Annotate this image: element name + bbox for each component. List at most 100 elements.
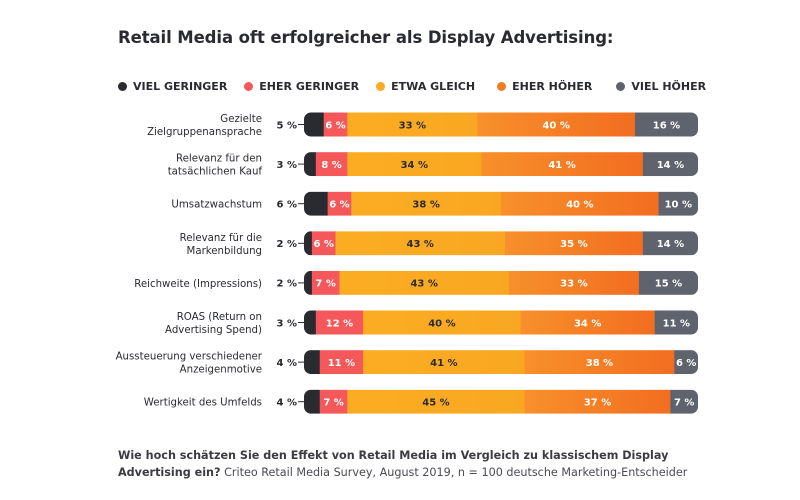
category-label: Umsatzwachstum bbox=[171, 200, 262, 211]
data-label: 33 % bbox=[399, 120, 426, 131]
category-label-line: Gezielte bbox=[220, 114, 262, 125]
category-label-line: Anzeigenmotive bbox=[180, 365, 262, 376]
legend: VIEL GERINGER EHER GERINGER ETWA GLEICH … bbox=[118, 78, 723, 94]
data-label: 38 % bbox=[412, 200, 439, 211]
bar-segment-eher-geringer bbox=[323, 112, 348, 137]
bar-segment-eher-geringer bbox=[319, 350, 364, 375]
bar-segment-viel-hoeher bbox=[634, 112, 698, 137]
data-label: 4 % bbox=[277, 358, 297, 369]
bar-segment-eher-geringer bbox=[311, 270, 340, 295]
bar-segment-viel-geringer bbox=[304, 310, 317, 335]
category-label-line: Reichweite (Impressions) bbox=[134, 279, 262, 290]
bar-segment-eher-hoeher bbox=[524, 389, 671, 414]
data-label: 10 % bbox=[665, 200, 692, 211]
bar-segment-viel-hoeher bbox=[674, 350, 698, 375]
legend-label: EHER GERINGER bbox=[259, 79, 360, 93]
data-label: 6 % bbox=[329, 200, 349, 211]
bar-row-umsatzwachstum: Umsatzwachstum 6 % 6 % 38 % 40 % 10 % bbox=[171, 191, 698, 216]
bar-segment-viel-geringer bbox=[304, 112, 325, 137]
bar-segment-viel-hoeher bbox=[638, 270, 698, 295]
chart-footer: Wie hoch schätzen Sie den Effekt von Ret… bbox=[118, 447, 718, 481]
data-label: 35 % bbox=[560, 239, 587, 250]
bar-segment-etwa-gleich bbox=[335, 231, 506, 256]
category-label-line: Zielgruppenansprache bbox=[147, 127, 262, 138]
data-label: 38 % bbox=[586, 358, 613, 369]
category-label-line: Aussteuerung verschiedener bbox=[116, 352, 263, 363]
bar-segment-eher-hoeher bbox=[524, 350, 675, 375]
category-label-line: ROAS (Return on bbox=[177, 312, 262, 323]
bar-segment-viel-geringer bbox=[304, 231, 313, 256]
bar-row-roas-return-on-advertising-spend: ROAS (Return on Advertising Spend) 3 % 12 %… bbox=[165, 310, 698, 336]
data-label: 8 % bbox=[321, 160, 341, 171]
bar-segment-eher-hoeher bbox=[520, 310, 656, 335]
bar-segments bbox=[304, 152, 698, 177]
data-label: 43 % bbox=[410, 279, 437, 290]
category-label: Reichweite (Impressions) bbox=[134, 279, 262, 290]
category-label-line: Relevanz für die bbox=[180, 233, 262, 244]
data-label: 14 % bbox=[657, 239, 684, 250]
bar-segments bbox=[304, 231, 698, 256]
bar-row-aussteuerung-verschiedener-anzeigenmotive: Aussteuerung verschiedener Anzeigenmotive… bbox=[116, 350, 698, 376]
bars-group: Gezielte Zielgruppenansprache 5 % 6 % 33 % 40… bbox=[116, 112, 698, 414]
data-label: 43 % bbox=[407, 239, 434, 250]
category-label: Relevanz für die Markenbildung bbox=[180, 233, 262, 257]
bar-segment-viel-hoeher bbox=[642, 231, 698, 256]
data-label: 34 % bbox=[401, 160, 428, 171]
bar-row-wertigkeit-des-umfelds: Wertigkeit des Umfelds 4 % 7 % 45 % 37 % 7 % bbox=[144, 389, 698, 414]
legend-item-eher-geringer: EHER GERINGER bbox=[244, 80, 359, 93]
category-label-line: Relevanz für den bbox=[176, 154, 262, 165]
bar-segment-etwa-gleich bbox=[347, 152, 482, 177]
bar-segment-viel-geringer bbox=[304, 389, 321, 414]
data-label: 6 % bbox=[313, 239, 333, 250]
data-label: 4 % bbox=[277, 398, 297, 409]
bar-segments bbox=[304, 310, 698, 335]
category-label-line: Wertigkeit des Umfelds bbox=[144, 398, 262, 409]
bar-segment-etwa-gleich bbox=[363, 310, 522, 335]
data-label: 41 % bbox=[548, 160, 575, 171]
category-label: Aussteuerung verschiedener Anzeigenmotive bbox=[116, 352, 263, 376]
bar-row-relevanz-fuer-den-tatsaechlichen-kauf: Relevanz für den tatsächlichen Kauf 3 % 8 %… bbox=[168, 152, 698, 178]
bar-segment-eher-hoeher bbox=[508, 270, 640, 295]
category-label: ROAS (Return on Advertising Spend) bbox=[165, 312, 262, 336]
legend-label: VIEL GERINGER bbox=[133, 79, 228, 93]
survey-question: Wie hoch schätzen Sie den Effekt von Ret… bbox=[118, 449, 669, 479]
data-label: 11 % bbox=[663, 318, 690, 329]
data-label: 40 % bbox=[428, 318, 455, 329]
bar-segment-etwa-gleich bbox=[351, 191, 502, 216]
bar-segment-etwa-gleich bbox=[347, 389, 526, 414]
bar-segment-eher-hoeher bbox=[481, 152, 644, 177]
legend-swatch bbox=[376, 81, 386, 91]
category-label-line: Advertising Spend) bbox=[165, 325, 262, 336]
data-label: 7 % bbox=[674, 398, 694, 409]
category-label: Gezielte Zielgruppenansprache bbox=[147, 114, 262, 138]
bar-segment-viel-geringer bbox=[304, 270, 313, 295]
bar-segments bbox=[304, 191, 698, 216]
data-label: 34 % bbox=[574, 318, 601, 329]
category-label-line: Umsatzwachstum bbox=[171, 200, 262, 211]
bar-segment-eher-geringer bbox=[327, 191, 352, 216]
bar-segments bbox=[304, 350, 698, 375]
bar-row-gezielte-zielgruppenansprache: Gezielte Zielgruppenansprache 5 % 6 % 33 % 40… bbox=[147, 112, 698, 138]
legend-item-eher-hoeher: EHER HÖHER bbox=[497, 80, 592, 93]
bar-segment-eher-geringer bbox=[315, 152, 348, 177]
data-label: 6 % bbox=[325, 120, 345, 131]
bar-segment-viel-hoeher bbox=[654, 310, 698, 335]
bar-segment-viel-geringer bbox=[304, 350, 321, 375]
bar-segment-viel-geringer bbox=[304, 152, 317, 177]
legend-item-viel-hoeher: VIEL HÖHER bbox=[616, 80, 706, 93]
bar-segment-eher-geringer bbox=[315, 310, 364, 335]
data-label: 3 % bbox=[277, 318, 297, 329]
bar-segment-eher-geringer bbox=[311, 231, 337, 256]
data-label: 15 % bbox=[655, 279, 682, 290]
bar-segment-eher-hoeher bbox=[477, 112, 636, 137]
bar-segment-eher-geringer bbox=[319, 389, 348, 414]
bar-segment-eher-hoeher bbox=[504, 231, 644, 256]
legend-label: ETWA GLEICH bbox=[391, 79, 476, 93]
bar-segments bbox=[304, 389, 698, 414]
legend-swatch bbox=[616, 81, 626, 91]
data-label: 14 % bbox=[657, 160, 684, 171]
bar-segment-etwa-gleich bbox=[363, 350, 526, 375]
data-label: 41 % bbox=[430, 358, 457, 369]
bar-segment-eher-hoeher bbox=[501, 191, 660, 216]
